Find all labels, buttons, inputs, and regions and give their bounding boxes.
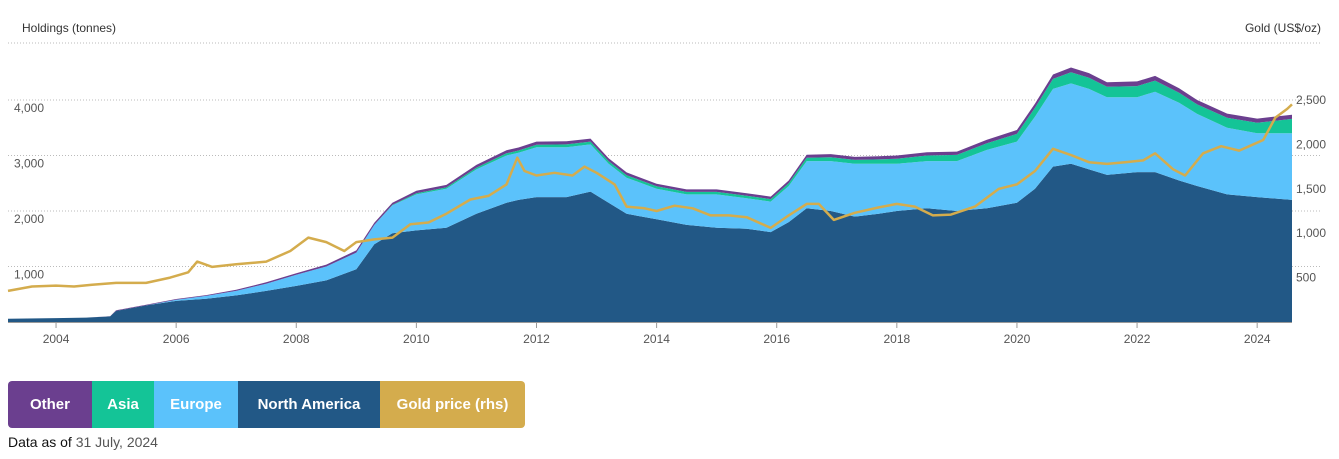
y-right-tick-label: 2,000 bbox=[1296, 137, 1326, 151]
x-tick-label: 2022 bbox=[1124, 332, 1151, 346]
y-left-tick-label: 3,000 bbox=[14, 157, 44, 171]
x-tick-label: 2024 bbox=[1244, 332, 1271, 346]
y-left-tick-label: 4,000 bbox=[14, 101, 44, 115]
gold-price-line bbox=[7, 103, 1293, 293]
x-tick-label: 2018 bbox=[883, 332, 910, 346]
y-right-tick-label: 1,000 bbox=[1296, 226, 1326, 240]
data-date-value: 31 July, 2024 bbox=[75, 434, 158, 450]
legend: Other Asia Europe North America Gold pri… bbox=[8, 381, 525, 428]
holdings-chart: 2004 2006 2008 2010 2012 2014 2016 2018 2020 2022… bbox=[7, 42, 1326, 346]
area-north-america bbox=[8, 163, 1292, 322]
data-date-note: Data as of 31 July, 2024 bbox=[8, 434, 158, 450]
y-right-tick-label: 500 bbox=[1296, 271, 1316, 285]
x-tick-label: 2016 bbox=[763, 332, 790, 346]
area-europe bbox=[8, 83, 1292, 319]
y-left-tick-label: 2,000 bbox=[14, 212, 44, 226]
right-axis-title: Gold (US$/oz) bbox=[1244, 21, 1321, 35]
x-tick-label: 2006 bbox=[163, 332, 190, 346]
legend-gold-price[interactable]: Gold price (rhs) bbox=[380, 381, 525, 428]
y-right-tick-label: 1,500 bbox=[1296, 182, 1326, 196]
legend-north-america[interactable]: North America bbox=[238, 381, 380, 428]
legend-asia[interactable]: Asia bbox=[92, 381, 154, 428]
legend-other[interactable]: Other bbox=[8, 381, 92, 428]
x-tick-label: 2012 bbox=[523, 332, 550, 346]
left-axis-title: Holdings (tonnes) bbox=[22, 21, 117, 35]
x-tick-label: 2010 bbox=[403, 332, 430, 346]
legend-europe[interactable]: Europe bbox=[154, 381, 238, 428]
y-right-tick-label: 2,500 bbox=[1296, 93, 1326, 107]
x-tick-label: 2020 bbox=[1004, 332, 1031, 346]
y-left-tick-label: 1,000 bbox=[14, 268, 44, 282]
data-date-prefix: Data as of bbox=[8, 434, 72, 450]
x-tick-label: 2008 bbox=[283, 332, 310, 346]
x-tick-label: 2004 bbox=[43, 332, 70, 346]
x-tick-label: 2014 bbox=[643, 332, 670, 346]
